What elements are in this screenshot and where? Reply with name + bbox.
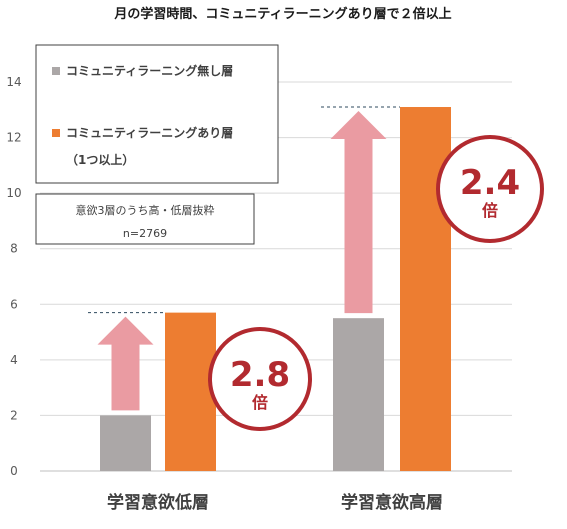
sample-note: 意欲3層のうち高・低層抜粋 n=2769 xyxy=(35,193,255,245)
ratio-value-high: 2.4 xyxy=(460,163,520,203)
ratio-unit-high: 倍 xyxy=(482,201,498,220)
ratio-callout-low: 2.8 倍 xyxy=(208,327,312,431)
bar-without-1 xyxy=(333,318,384,471)
ratio-value-low: 2.8 xyxy=(230,355,290,395)
bar-with-1 xyxy=(400,107,451,471)
ratio-callout-high: 2.4 倍 xyxy=(436,135,544,243)
y-tick-label: 8 xyxy=(10,242,18,256)
legend-swatch-with xyxy=(52,129,60,137)
y-tick-label: 0 xyxy=(10,464,18,478)
increase-arrows xyxy=(97,111,387,411)
bar-without-0 xyxy=(100,415,151,471)
bar-with-0 xyxy=(165,312,216,471)
y-tick-label: 6 xyxy=(10,297,18,311)
y-tick-label: 14 xyxy=(6,75,21,89)
legend-label-with-sub: （1つ以上） xyxy=(66,152,134,167)
y-axis-ticks: 0 2 4 6 8 10 12 14 xyxy=(6,75,21,478)
legend-label-without: コミュニティラーニング無し層 xyxy=(66,63,233,78)
y-tick-label: 4 xyxy=(10,353,18,367)
bars xyxy=(100,107,451,471)
arrow-0 xyxy=(97,316,154,411)
dashed-reference-lines xyxy=(88,106,400,314)
legend: コミュニティラーニング無し層 コミュニティラーニングあり層 （1つ以上） xyxy=(35,44,279,184)
y-tick-label: 2 xyxy=(10,408,18,422)
note-line-1: 意欲3層のうち高・低層抜粋 xyxy=(76,203,215,217)
ratio-unit-low: 倍 xyxy=(252,393,268,412)
category-label-low: 学習意欲低層 xyxy=(107,492,209,513)
chart-title: 月の学習時間、コミュニティラーニングあり層で２倍以上 xyxy=(113,6,451,22)
note-line-2: n=2769 xyxy=(123,227,167,240)
legend-swatch-without xyxy=(52,67,60,75)
y-tick-label: 12 xyxy=(6,131,21,145)
y-tick-label: 10 xyxy=(6,186,21,200)
category-label-high: 学習意欲高層 xyxy=(341,492,443,513)
legend-label-with: コミュニティラーニングあり層 xyxy=(66,125,233,140)
arrow-1 xyxy=(330,111,387,314)
